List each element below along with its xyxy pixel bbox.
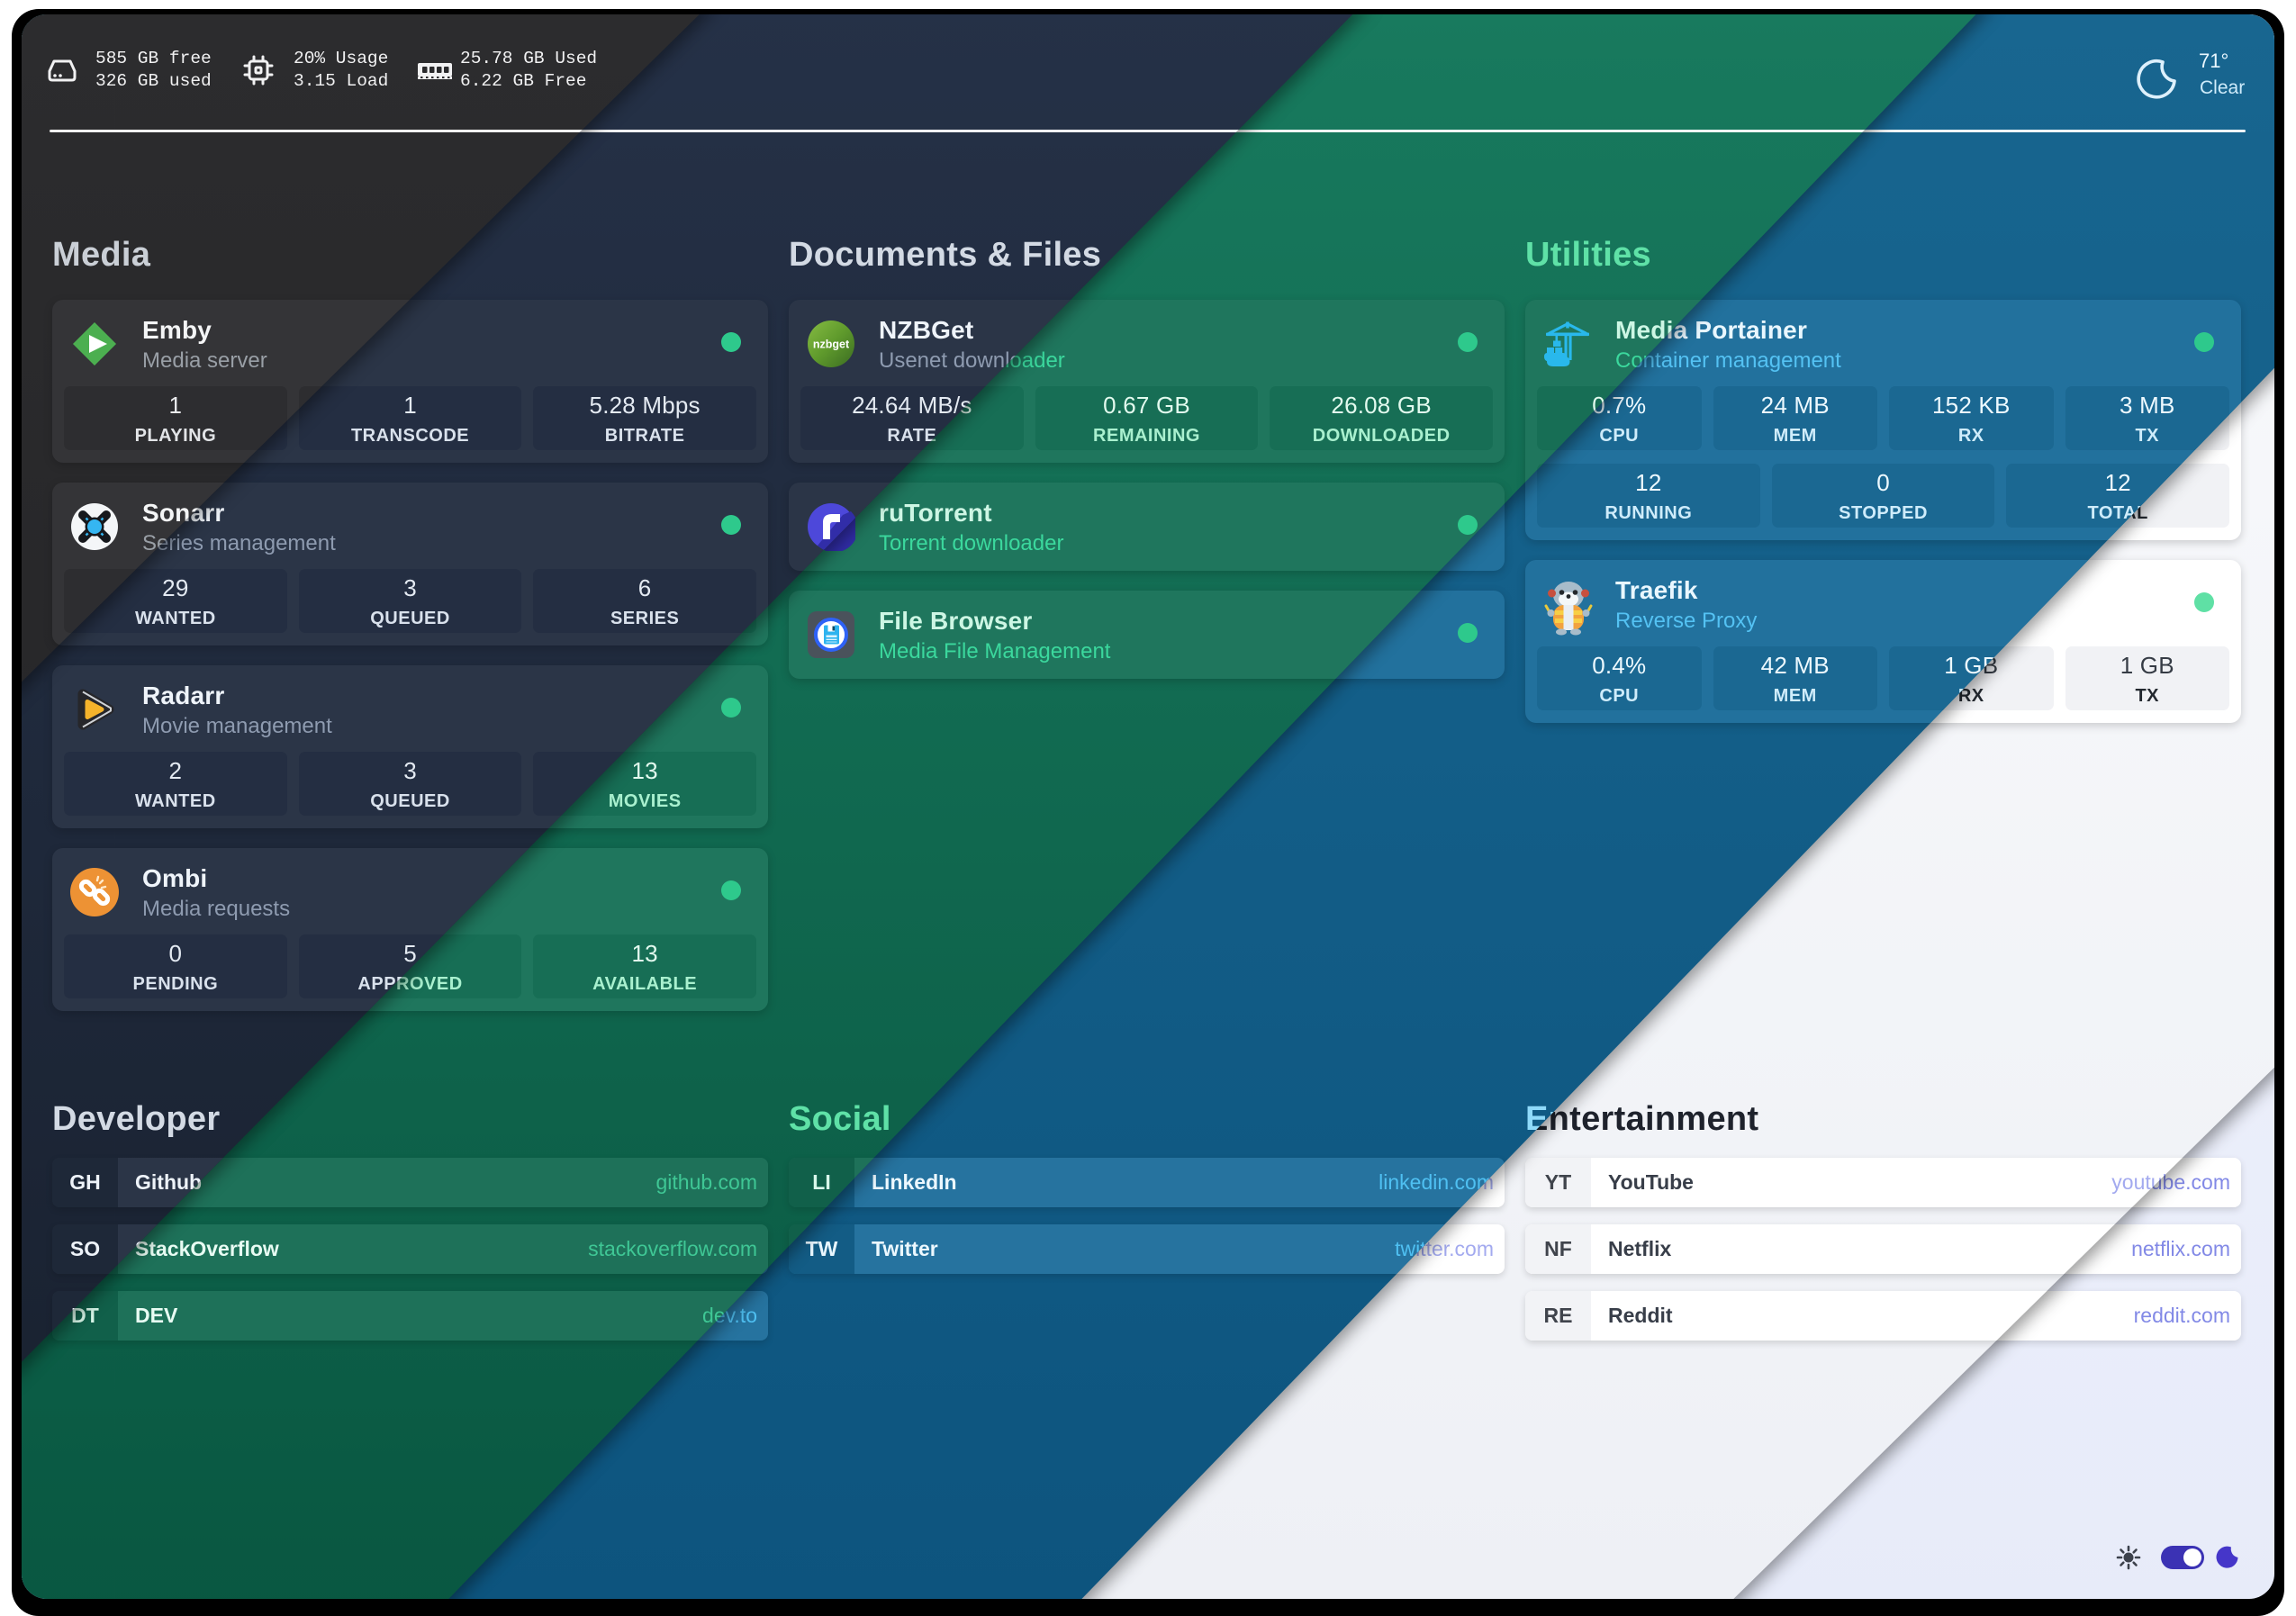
svg-text:nzbget: nzbget <box>813 339 850 351</box>
svg-text:nzbget: nzbget <box>813 339 850 351</box>
